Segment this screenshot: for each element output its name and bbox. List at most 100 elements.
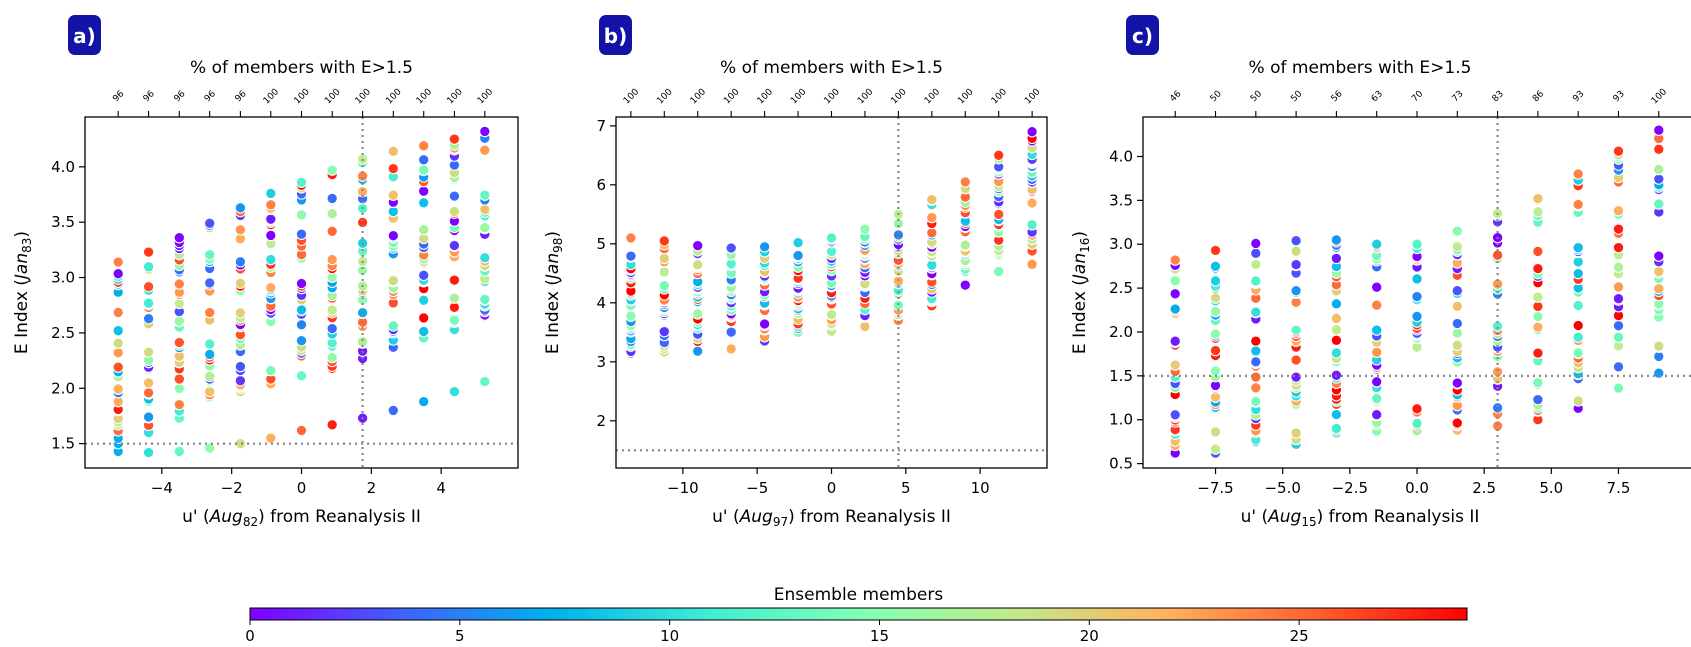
data-point (1451, 225, 1464, 237)
data-point (1209, 365, 1222, 377)
data-point (658, 279, 671, 292)
data-point (479, 252, 491, 264)
data-point (1612, 241, 1625, 254)
data-point (691, 259, 704, 271)
data-point (1612, 382, 1625, 394)
data-point (142, 246, 155, 258)
data-point (326, 192, 338, 205)
data-point (142, 312, 155, 325)
data-point (725, 326, 737, 338)
data-point (326, 164, 338, 176)
colorbar: Ensemble members 0 5 10 15 20 25 (245, 585, 1468, 645)
data-point (825, 232, 838, 244)
x-axis-label: u' (Aug82) from Reanalysis II (182, 507, 421, 529)
data-point (1572, 395, 1584, 407)
data-point (1250, 356, 1262, 368)
data-point (1411, 403, 1423, 415)
data-point (1169, 359, 1181, 371)
top-tick-label: 50 (1289, 89, 1304, 104)
panel-label: c) (1132, 24, 1153, 48)
data-point (479, 221, 491, 234)
data-point (1572, 319, 1584, 332)
x-tick-label: 10 (971, 479, 990, 497)
data-point (203, 385, 216, 398)
data-point (1411, 417, 1423, 430)
y-axis-label: E Index (Jan98) (543, 231, 565, 354)
data-point (892, 299, 905, 312)
data-point (1451, 417, 1464, 429)
data-point (387, 229, 400, 242)
data-point (1653, 265, 1665, 278)
data-point (1250, 237, 1262, 250)
data-point (725, 242, 737, 254)
data-point (448, 239, 461, 252)
data-point (1572, 267, 1584, 280)
data-point (142, 411, 155, 423)
panel-a: a) % of members with E>1.5 −4 −2 0 2 4 1.5 2.0 2.… (12, 15, 519, 529)
data-point (992, 149, 1005, 162)
data-point (1250, 258, 1262, 271)
data-point (1612, 261, 1625, 274)
data-point (417, 269, 430, 282)
data-point (1169, 275, 1181, 287)
data-point (992, 265, 1005, 278)
data-point (892, 275, 905, 287)
data-point (417, 395, 430, 408)
data-point (1532, 192, 1544, 205)
top-tick-label: 96 (111, 89, 126, 104)
data-point (1572, 168, 1584, 180)
data-point (112, 306, 124, 319)
data-point (1653, 282, 1665, 295)
data-point (1250, 371, 1262, 383)
data-point (203, 248, 216, 261)
data-point (417, 185, 430, 197)
y-tick-label: 7 (596, 117, 606, 135)
data-point (1209, 292, 1222, 304)
data-point (1209, 260, 1222, 273)
data-point (387, 162, 400, 175)
data-point (1169, 409, 1181, 421)
data-point (112, 383, 124, 395)
top-tick-label: 73 (1450, 89, 1465, 104)
top-tick-label: 93 (1612, 89, 1627, 104)
data-point (1209, 426, 1222, 438)
top-tick-label: 96 (203, 89, 218, 104)
top-axis-title: % of members with E>1.5 (1249, 58, 1472, 78)
scatter-points (625, 125, 1038, 359)
top-tick-label: 56 (1330, 89, 1345, 104)
data-point (234, 360, 247, 373)
data-point (387, 404, 400, 417)
data-point (658, 235, 671, 247)
data-point (926, 211, 938, 224)
data-point (417, 325, 430, 338)
data-point (1612, 205, 1625, 217)
data-point (1411, 310, 1423, 323)
data-point (1169, 303, 1181, 315)
axes-frame (1142, 116, 1691, 469)
y-tick-label: 4.0 (1109, 147, 1133, 165)
data-point (1250, 247, 1262, 260)
data-point (173, 336, 186, 349)
top-tick-label: 100 (823, 87, 842, 106)
data-point (725, 343, 737, 355)
data-point (479, 144, 491, 156)
data-point (387, 320, 400, 332)
data-point (1290, 427, 1302, 439)
data-point (1330, 408, 1343, 421)
data-point (203, 306, 216, 319)
y-tick-label: 1.5 (51, 435, 75, 453)
panel-badge (1126, 15, 1159, 55)
data-point (417, 197, 430, 209)
data-point (479, 293, 491, 306)
colorbar-gradient (249, 607, 1468, 621)
data-point (758, 318, 771, 330)
data-point (356, 170, 369, 182)
data-point (959, 279, 972, 291)
data-point (1612, 145, 1625, 157)
data-point (1532, 347, 1544, 359)
data-point (142, 297, 155, 309)
data-point (203, 442, 216, 454)
top-tick-label: 100 (384, 87, 403, 106)
data-point (173, 231, 186, 244)
y-axis-label: E Index (Jan16) (1070, 231, 1092, 354)
